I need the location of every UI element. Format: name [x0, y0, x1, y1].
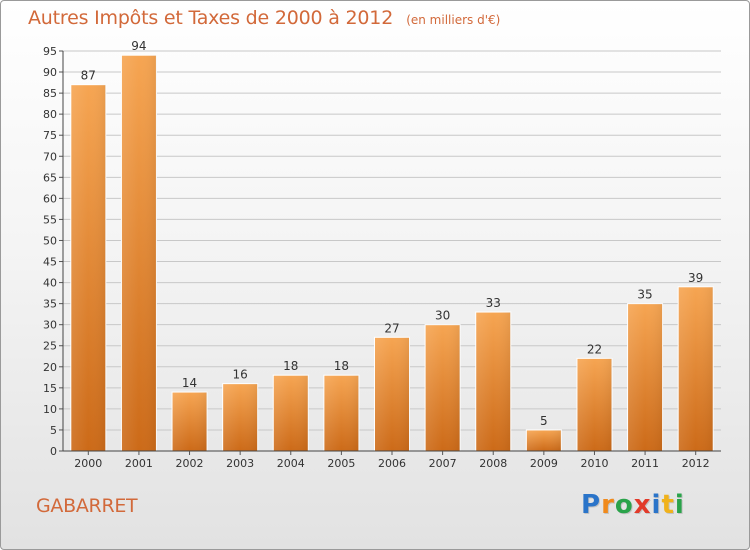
x-tick-label-2005: 2005	[327, 457, 355, 470]
x-tick-label-2001: 2001	[125, 457, 153, 470]
data-label-2012: 39	[688, 271, 703, 285]
town-name: GABARRET	[36, 495, 138, 517]
bar-shine-2007	[425, 324, 461, 451]
data-label-2009: 5	[540, 414, 548, 428]
data-label-2004: 18	[283, 359, 298, 373]
y-tick-label: 60	[43, 192, 57, 205]
y-tick-label: 70	[43, 150, 57, 163]
y-tick-label: 30	[43, 319, 57, 332]
data-label-2010: 22	[587, 342, 602, 356]
x-tick-label-2000: 2000	[74, 457, 102, 470]
y-tick-label: 95	[43, 45, 57, 58]
logo-letter: i	[674, 490, 685, 520]
y-tick-label: 45	[43, 256, 57, 269]
y-tick-label: 15	[43, 382, 57, 395]
data-label-2005: 18	[334, 359, 349, 373]
logo-letter: x	[633, 490, 652, 520]
x-tick-label-2006: 2006	[378, 457, 406, 470]
data-label-2011: 35	[637, 288, 652, 302]
data-label-2008: 33	[486, 296, 501, 310]
proxiti-logo: Proxiti	[581, 490, 685, 520]
bar-shine-2010	[576, 358, 612, 451]
y-tick-label: 0	[50, 445, 57, 458]
y-tick-label: 55	[43, 213, 57, 226]
x-tick-label-2008: 2008	[479, 457, 507, 470]
chart-title: Autres Impôts et Taxes de 2000 à 2012	[28, 7, 394, 29]
data-label-2006: 27	[384, 321, 399, 335]
y-tick-label: 20	[43, 361, 57, 374]
y-tick-label: 75	[43, 129, 57, 142]
data-label-2000: 87	[81, 69, 96, 83]
bar-shine-2004	[273, 375, 309, 451]
y-tick-label: 10	[43, 403, 57, 416]
bar-shine-2005	[323, 375, 359, 451]
y-tick-label: 90	[43, 66, 57, 79]
x-tick-label-2004: 2004	[277, 457, 305, 470]
bar-shine-2012	[678, 286, 714, 451]
y-tick-label: 35	[43, 298, 57, 311]
x-tick-label-2003: 2003	[226, 457, 254, 470]
logo-letter: o	[614, 490, 634, 520]
logo-letter: i	[651, 490, 662, 520]
data-label-2002: 14	[182, 376, 197, 390]
y-tick-label: 40	[43, 277, 57, 290]
data-label-2007: 30	[435, 309, 450, 323]
chart-subtitle: (en milliers d'€)	[406, 13, 501, 27]
logo-letter: r	[601, 490, 615, 520]
logo-letter: P	[581, 490, 602, 520]
bar-shine-2011	[627, 303, 663, 451]
y-tick-label: 25	[43, 340, 57, 353]
bar-shine-2002	[172, 392, 208, 451]
x-tick-label-2002: 2002	[176, 457, 204, 470]
bar-shine-2001	[121, 55, 157, 452]
data-label-2001: 94	[131, 39, 146, 53]
y-tick-label: 85	[43, 87, 57, 100]
x-tick-label-2007: 2007	[429, 457, 457, 470]
bar-shine-2009	[526, 429, 562, 451]
x-tick-label-2011: 2011	[631, 457, 659, 470]
logo-letter: t	[661, 490, 675, 520]
chart-title-block: Autres Impôts et Taxes de 2000 à 2012 (e…	[28, 7, 500, 29]
bar-shine-2000	[70, 84, 106, 452]
x-tick-label-2012: 2012	[682, 457, 710, 470]
x-tick-label-2010: 2010	[580, 457, 608, 470]
x-tick-label-2009: 2009	[530, 457, 558, 470]
y-tick-label: 5	[50, 424, 57, 437]
bar-shine-2008	[475, 312, 511, 451]
data-label-2003: 16	[233, 368, 248, 382]
y-tick-label: 80	[43, 108, 57, 121]
bar-shine-2006	[374, 337, 410, 451]
bar-shine-2003	[222, 383, 258, 451]
y-tick-label: 65	[43, 171, 57, 184]
y-tick-label: 50	[43, 234, 57, 247]
